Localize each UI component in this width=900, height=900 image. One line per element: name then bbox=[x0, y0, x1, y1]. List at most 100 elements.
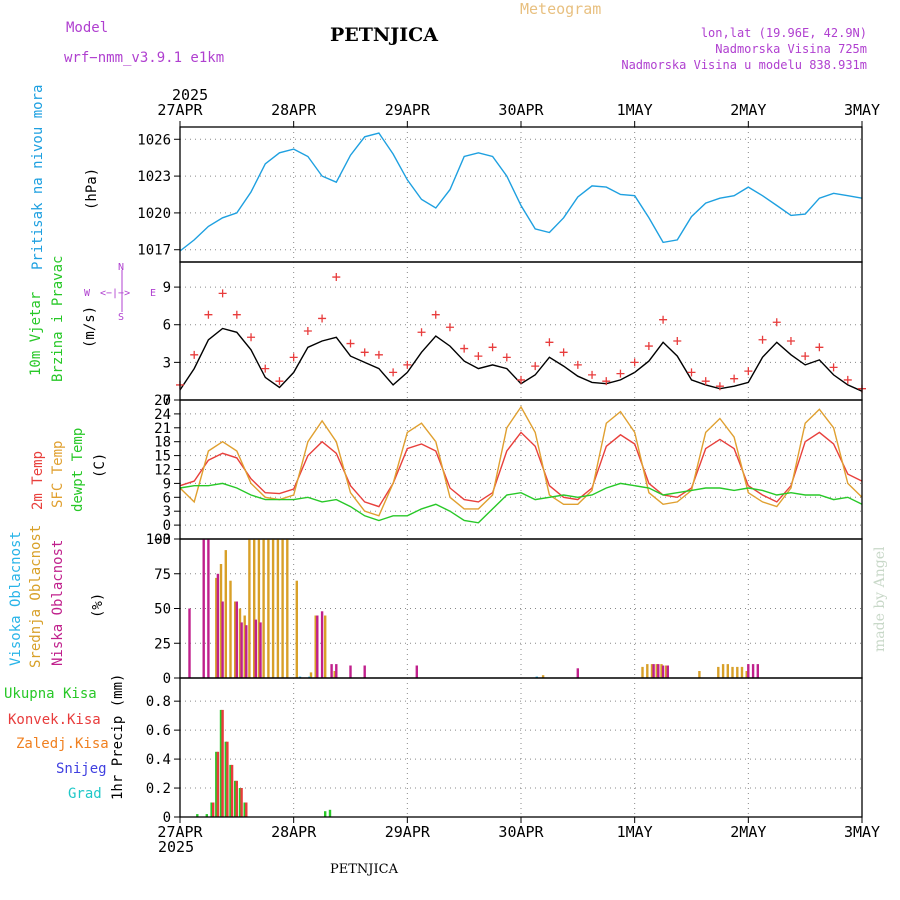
model-elevation-label: Nadmorska Visina u modelu 838.931m bbox=[621, 58, 867, 72]
bar bbox=[320, 611, 324, 678]
bar bbox=[224, 741, 227, 817]
gust-marker bbox=[829, 363, 838, 372]
bar bbox=[314, 615, 317, 678]
series-line bbox=[179, 431, 863, 508]
gust-marker bbox=[801, 352, 810, 361]
bar bbox=[333, 671, 336, 678]
bar bbox=[196, 814, 199, 817]
bar bbox=[212, 802, 215, 817]
bar bbox=[330, 664, 333, 678]
gust-marker bbox=[687, 368, 696, 377]
gust-marker bbox=[815, 343, 824, 352]
y-tick-label: 0 bbox=[163, 671, 171, 687]
bar bbox=[328, 809, 332, 817]
gust-marker bbox=[502, 353, 511, 362]
bar bbox=[717, 666, 720, 678]
gust-marker bbox=[261, 364, 270, 373]
bar bbox=[281, 539, 284, 678]
gust-marker bbox=[630, 358, 639, 367]
bar bbox=[661, 665, 665, 678]
meteogram-label: Meteogram bbox=[520, 0, 602, 18]
gust-marker bbox=[659, 315, 668, 324]
bar bbox=[535, 676, 538, 678]
bar bbox=[245, 625, 248, 678]
y-tick-label: 12 bbox=[154, 463, 171, 479]
bar bbox=[655, 664, 658, 678]
time-label-bottom: 3MAY bbox=[844, 823, 880, 841]
bar bbox=[219, 564, 223, 678]
time-label-top: 30APR bbox=[498, 101, 544, 119]
time-label-top: 29APR bbox=[385, 101, 431, 119]
bar bbox=[235, 601, 238, 678]
y-tick-label: 75 bbox=[154, 567, 171, 583]
gust-marker bbox=[531, 362, 540, 371]
bar bbox=[221, 601, 224, 678]
bar bbox=[576, 668, 579, 678]
gust-marker bbox=[730, 374, 739, 383]
bar bbox=[216, 751, 220, 817]
compass-north: N bbox=[118, 262, 125, 273]
bar bbox=[751, 664, 755, 678]
gust-marker bbox=[488, 343, 497, 352]
bar bbox=[235, 780, 238, 817]
y-tick-label: −3 bbox=[154, 532, 171, 548]
y-tick-label: 25 bbox=[154, 636, 171, 652]
bar bbox=[657, 664, 660, 678]
bar bbox=[698, 671, 701, 678]
time-label-top: 28APR bbox=[271, 101, 317, 119]
bar bbox=[248, 539, 251, 678]
compass-south: S bbox=[118, 312, 125, 323]
bar bbox=[271, 539, 275, 678]
gust-marker bbox=[758, 335, 767, 344]
footer-title: PETNJICA bbox=[330, 862, 398, 877]
gust-marker bbox=[360, 348, 369, 357]
bar bbox=[238, 788, 242, 817]
bar bbox=[202, 539, 205, 678]
time-label-top: 2MAY bbox=[730, 101, 766, 119]
gust-marker bbox=[431, 310, 440, 319]
bar bbox=[747, 664, 750, 678]
gust-marker bbox=[616, 369, 625, 378]
bar bbox=[650, 664, 654, 678]
gust-marker bbox=[374, 350, 383, 359]
bar bbox=[257, 539, 261, 678]
gust-marker bbox=[289, 353, 298, 362]
bar bbox=[215, 577, 218, 678]
gust-marker bbox=[303, 327, 312, 335]
gust-marker bbox=[786, 337, 795, 346]
series-line bbox=[179, 482, 863, 524]
gust-marker bbox=[232, 310, 241, 319]
time-label-bottom: 2MAY bbox=[730, 823, 766, 841]
gust-marker bbox=[460, 344, 469, 353]
y-tick-label: 18 bbox=[154, 435, 171, 451]
gust-marker bbox=[772, 318, 781, 327]
bar bbox=[267, 539, 270, 678]
gust-marker bbox=[602, 377, 611, 386]
y-tick-label: 9 bbox=[163, 280, 171, 296]
bar bbox=[215, 751, 218, 817]
gust-marker bbox=[644, 342, 653, 351]
model-label: Model bbox=[66, 20, 109, 36]
bar bbox=[243, 615, 246, 678]
bar bbox=[731, 666, 734, 678]
bar bbox=[238, 608, 242, 678]
gust-marker bbox=[275, 377, 284, 386]
bar bbox=[309, 672, 313, 678]
series-line bbox=[179, 132, 863, 252]
bar bbox=[324, 615, 327, 678]
gust-marker bbox=[701, 377, 710, 386]
time-label-bottom: 29APR bbox=[385, 823, 431, 841]
gust-marker bbox=[190, 350, 199, 359]
y-tick-label: 0.2 bbox=[146, 781, 171, 797]
y-tick-label: 3 bbox=[163, 355, 171, 371]
gust-marker bbox=[517, 375, 525, 384]
compass-arrows: <−|−> bbox=[100, 288, 131, 299]
bar bbox=[259, 622, 262, 678]
gust-marker bbox=[218, 289, 227, 298]
model-name: wrf−nmm_v3.9.1 e1km bbox=[64, 50, 225, 66]
gust-marker bbox=[474, 352, 483, 361]
bar bbox=[207, 539, 210, 678]
bar bbox=[276, 539, 280, 678]
bar bbox=[726, 664, 729, 678]
